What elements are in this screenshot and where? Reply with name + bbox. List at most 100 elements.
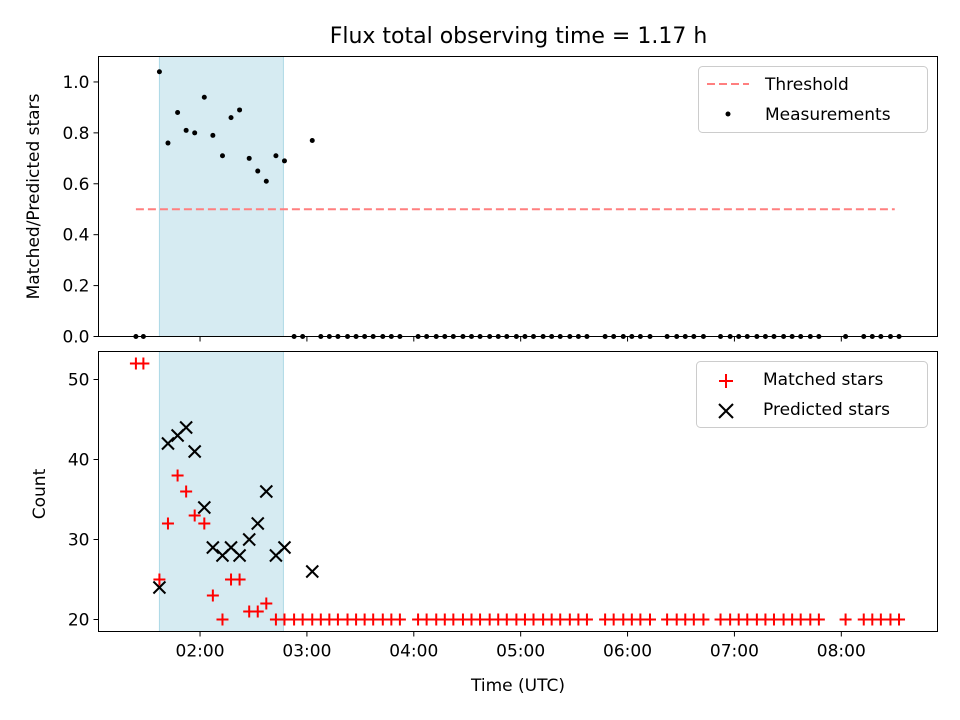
top-y-axis-label: Matched/Predicted stars [24,93,44,299]
y-tick-label: 30 [68,531,90,551]
measurement-point [175,110,181,115]
matched-star-marker [697,613,710,626]
measurement-point [309,138,315,143]
marker-stroke [187,444,202,459]
y-tick-label: 0.8 [62,124,89,144]
matched-star-marker [188,509,201,522]
legend-matched-label: Matched stars [763,370,883,390]
legend-predicted-label: Predicted stars [763,400,890,420]
shaded-span [158,56,284,337]
matched-star-marker [233,573,246,586]
predicted-star-marker [206,540,220,555]
bottom-x-ticks: 02:00 03:00 04:00 05:00 06:00 07:00 08:00 [176,631,866,662]
measurement-point [263,178,269,184]
shaded-span [158,351,284,632]
bottom-legend-box [696,361,928,428]
legend-measurements-label: Measurements [765,105,891,125]
measurement-point [246,155,252,161]
measurement-point [219,153,225,159]
measurement-point [210,132,216,138]
x-axis-label: Time (UTC) [470,676,565,696]
marker-stroke [305,564,319,579]
marker-stroke [277,540,292,555]
bottom-y-axis-label: Count [30,468,50,519]
marker-stroke [152,580,167,595]
predicted-star-marker [305,564,319,579]
x-tick-label: 03:00 [282,642,331,662]
x-tick-label: 08:00 [817,642,866,662]
shaded-region [158,351,284,632]
y-tick-label: 50 [68,371,90,391]
predicted-star-marker [242,532,256,547]
measurement-point [237,107,243,113]
matched-stars-series [129,357,906,626]
predicted-star-marker [277,540,292,555]
predicted-star-marker [152,580,167,595]
x-tick-label: 07:00 [710,642,759,662]
measurement-point [201,94,207,100]
chart-title: Flux total observing time = 1.17 h [330,24,708,49]
predicted-star-marker [259,484,274,499]
marker-stroke [224,540,238,555]
legend-matched-swatch [719,374,733,388]
top-x-ticks [199,336,842,342]
y-tick-label: 40 [68,451,90,471]
marker-stroke [251,516,265,531]
predicted-star-marker [251,516,265,531]
predicted-star-marker [161,436,175,451]
matched-star-marker [180,485,193,498]
legend-measurements-swatch [725,111,731,117]
top-panel: 0.0 0.2 0.4 0.6 0.8 1.0 Matched/Predicted sta… [24,56,938,348]
matched-star-marker [251,605,264,618]
marker-stroke [197,500,212,515]
x-tick-label: 04:00 [389,642,438,662]
marker-stroke [242,532,256,547]
top-axes-frame [98,56,938,337]
matched-star-marker [812,613,825,626]
marker-stroke [232,548,247,563]
y-tick-label: 0.2 [62,277,89,297]
top-legend-box [698,66,928,133]
y-tick-label: 0.4 [62,226,89,246]
top-legend: Threshold Measurements [698,66,928,133]
measurement-point [165,140,171,146]
x-tick-label: 02:00 [176,642,225,662]
matched-star-marker [393,613,406,626]
measurement-point [228,115,234,121]
marker-stroke [161,436,175,451]
measurement-point [281,158,287,164]
matched-star-marker [198,517,211,530]
predicted-star-marker [232,548,247,563]
measurement-point [255,168,261,174]
marker-stroke [179,420,193,435]
marker-stroke [206,540,220,555]
measurement-point [156,69,162,75]
matched-star-marker [206,589,219,602]
predicted-star-marker [197,500,212,515]
y-tick-label: 1.0 [62,73,89,93]
y-tick-label: 0.6 [62,175,89,195]
top-y-ticks: 0.0 0.2 0.4 0.6 0.8 1.0 [62,73,99,348]
bottom-axes-frame [98,351,938,632]
matched-star-marker [171,469,184,482]
measurement-point [273,153,279,159]
bottom-legend: Matched stars Predicted stars [696,361,928,428]
predicted-stars-series [152,420,319,595]
legend-threshold-label: Threshold [764,75,849,95]
predicted-star-marker [187,444,202,459]
marker-stroke [259,484,274,499]
x-tick-label: 06:00 [603,642,652,662]
matched-star-marker [137,357,150,370]
matched-star-marker [580,613,593,626]
matched-star-marker [153,573,166,586]
matched-star-marker [839,613,852,626]
measurement-point [183,127,189,133]
matched-star-marker [216,613,229,626]
matched-star-marker [643,613,656,626]
shaded-region [158,56,284,337]
legend-predicted-swatch [718,403,734,419]
matched-star-marker [260,597,273,610]
predicted-star-marker [179,420,193,435]
